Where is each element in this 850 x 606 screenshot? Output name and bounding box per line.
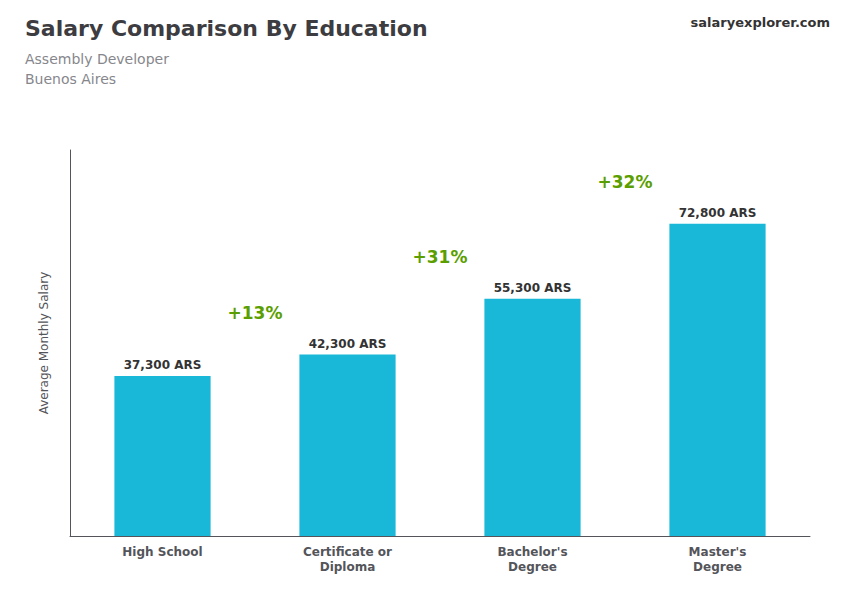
svg-text:55,300 ARS: 55,300 ARS [494, 281, 572, 295]
svg-text:42,300 ARS: 42,300 ARS [309, 337, 387, 351]
svg-text:Master's: Master's [689, 545, 747, 559]
svg-text:Assembly Developer: Assembly Developer [25, 51, 169, 67]
svg-text:Degree: Degree [693, 560, 742, 574]
svg-text:+31%: +31% [413, 247, 468, 267]
svg-text:Buenos Aires: Buenos Aires [25, 71, 116, 87]
svg-text:+13%: +13% [228, 303, 283, 323]
svg-text:Degree: Degree [508, 560, 557, 574]
svg-text:72,800 ARS: 72,800 ARS [679, 206, 757, 220]
svg-text:Salary Comparison By Education: Salary Comparison By Education [25, 16, 428, 41]
svg-text:Diploma: Diploma [320, 560, 376, 574]
svg-text:Certificate or: Certificate or [303, 545, 392, 559]
svg-text:Bachelor's: Bachelor's [497, 545, 567, 559]
svg-text:salaryexplorer.com: salaryexplorer.com [691, 15, 830, 30]
svg-text:High School: High School [122, 545, 202, 559]
svg-text:Average Monthly Salary: Average Monthly Salary [37, 272, 51, 415]
svg-text:+32%: +32% [598, 172, 653, 192]
svg-text:37,300 ARS: 37,300 ARS [124, 358, 202, 372]
